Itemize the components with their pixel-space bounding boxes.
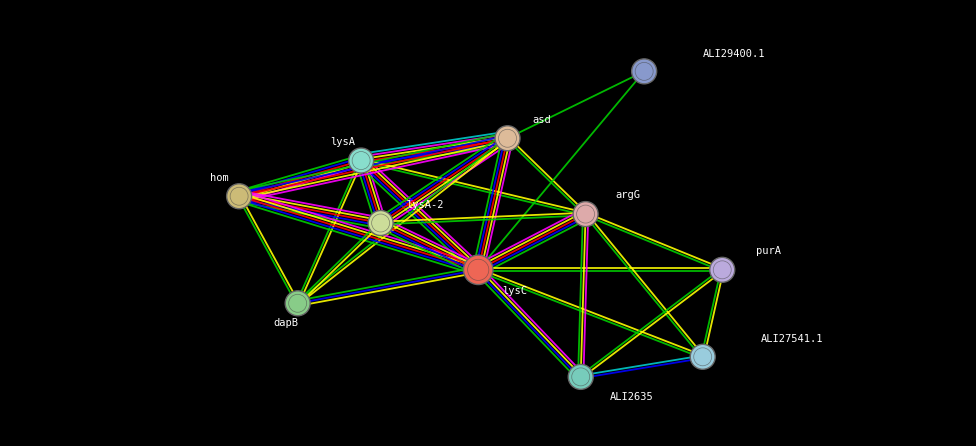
Text: hom: hom [210, 173, 228, 183]
Text: dapB: dapB [273, 318, 299, 328]
Circle shape [348, 148, 374, 173]
Circle shape [635, 62, 653, 80]
Circle shape [499, 129, 516, 147]
Circle shape [694, 348, 712, 366]
Circle shape [495, 126, 520, 151]
Circle shape [368, 211, 393, 235]
Circle shape [573, 202, 598, 227]
Text: lysA: lysA [330, 137, 355, 147]
Text: ALI29400.1: ALI29400.1 [703, 49, 765, 58]
Circle shape [464, 255, 493, 285]
Circle shape [352, 152, 370, 169]
Text: ALI27541.1: ALI27541.1 [761, 334, 824, 344]
Circle shape [710, 257, 735, 282]
Text: argG: argG [615, 190, 640, 200]
Circle shape [577, 205, 594, 223]
Circle shape [572, 368, 590, 386]
Circle shape [568, 364, 593, 389]
Circle shape [468, 259, 489, 281]
Circle shape [372, 214, 389, 232]
Circle shape [226, 184, 252, 209]
Circle shape [690, 344, 715, 369]
Text: lysC: lysC [503, 286, 528, 296]
Circle shape [631, 59, 657, 84]
Text: ALI2635: ALI2635 [610, 392, 654, 402]
Circle shape [289, 294, 306, 312]
Text: purA: purA [756, 246, 782, 256]
Text: lysA-2: lysA-2 [406, 200, 443, 210]
Circle shape [285, 291, 310, 316]
Circle shape [713, 261, 731, 279]
Circle shape [230, 187, 248, 205]
Text: asd: asd [532, 115, 550, 124]
